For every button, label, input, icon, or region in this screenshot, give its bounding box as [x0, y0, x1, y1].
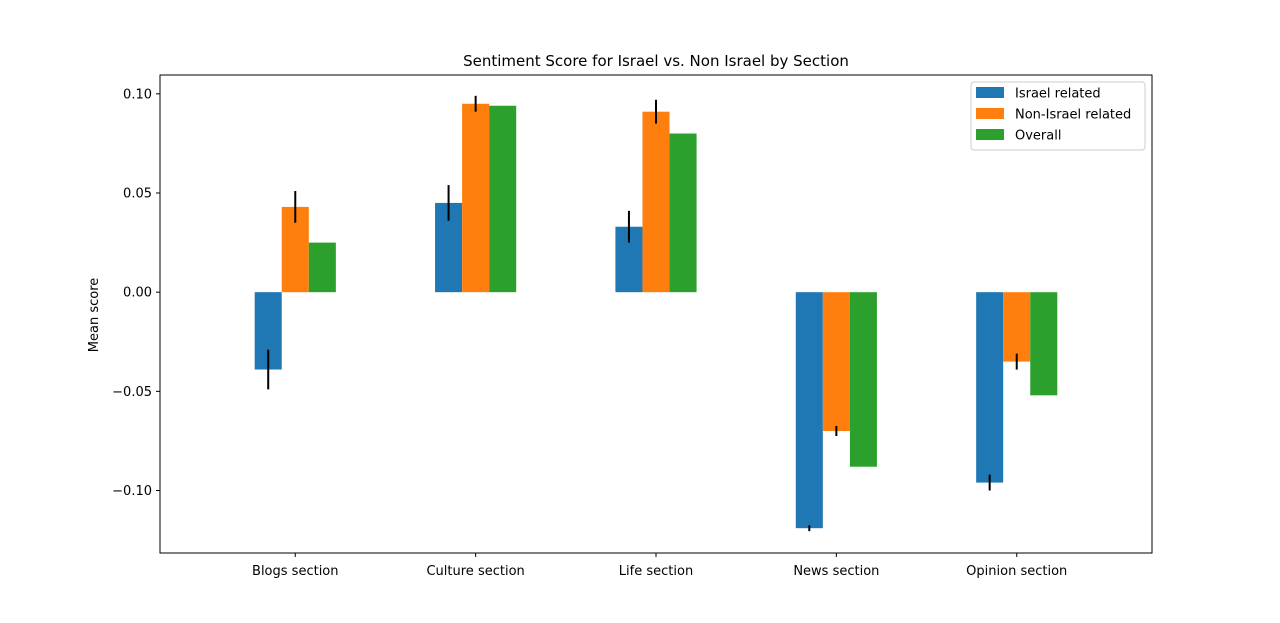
legend-label: Overall [1015, 129, 1061, 144]
legend-label: Non-Israel related [1015, 108, 1131, 123]
bar [642, 111, 670, 293]
y-tick-label: 0.05 [123, 187, 152, 202]
x-tick-label: Blogs section [252, 564, 338, 579]
y-tick-label: −0.05 [112, 385, 152, 400]
x-tick-label: Opinion section [966, 564, 1067, 579]
x-tick-label: News section [793, 564, 879, 579]
bar [822, 292, 850, 432]
bar [976, 292, 1004, 483]
y-tick-label: −0.10 [112, 484, 152, 499]
legend-swatch [976, 129, 1004, 140]
bar [489, 105, 517, 293]
legend-swatch [976, 108, 1004, 119]
bar [1030, 292, 1058, 396]
legend-entries: Israel related Non-Israel related Overall [976, 87, 1131, 144]
bar [669, 133, 697, 293]
bar [849, 292, 877, 467]
x-tick-label: Life section [619, 564, 693, 579]
chart-title: Sentiment Score for Israel vs. Non Israe… [463, 52, 849, 70]
legend: Israel related Non-Israel related Overall [970, 81, 1146, 151]
bar [795, 292, 823, 529]
y-axis-label: Mean score [87, 278, 102, 352]
y-ticks-layer: 0.10 0.05 0.00 −0.05 −0.10 [112, 87, 160, 499]
legend-box [970, 81, 1146, 151]
x-ticks-layer: Blogs section Culture section Life section… [252, 553, 1067, 579]
errorbars-layer [267, 95, 1018, 532]
bar [1003, 292, 1031, 362]
x-tick-label: Culture section [426, 564, 524, 579]
bars-layer [254, 103, 1058, 529]
y-tick-label: 0.00 [123, 286, 152, 301]
y-tick-label: 0.10 [123, 87, 152, 102]
bar [462, 103, 490, 293]
legend-label: Israel related [1015, 87, 1101, 102]
bar [308, 242, 336, 293]
legend-swatch [976, 87, 1004, 98]
